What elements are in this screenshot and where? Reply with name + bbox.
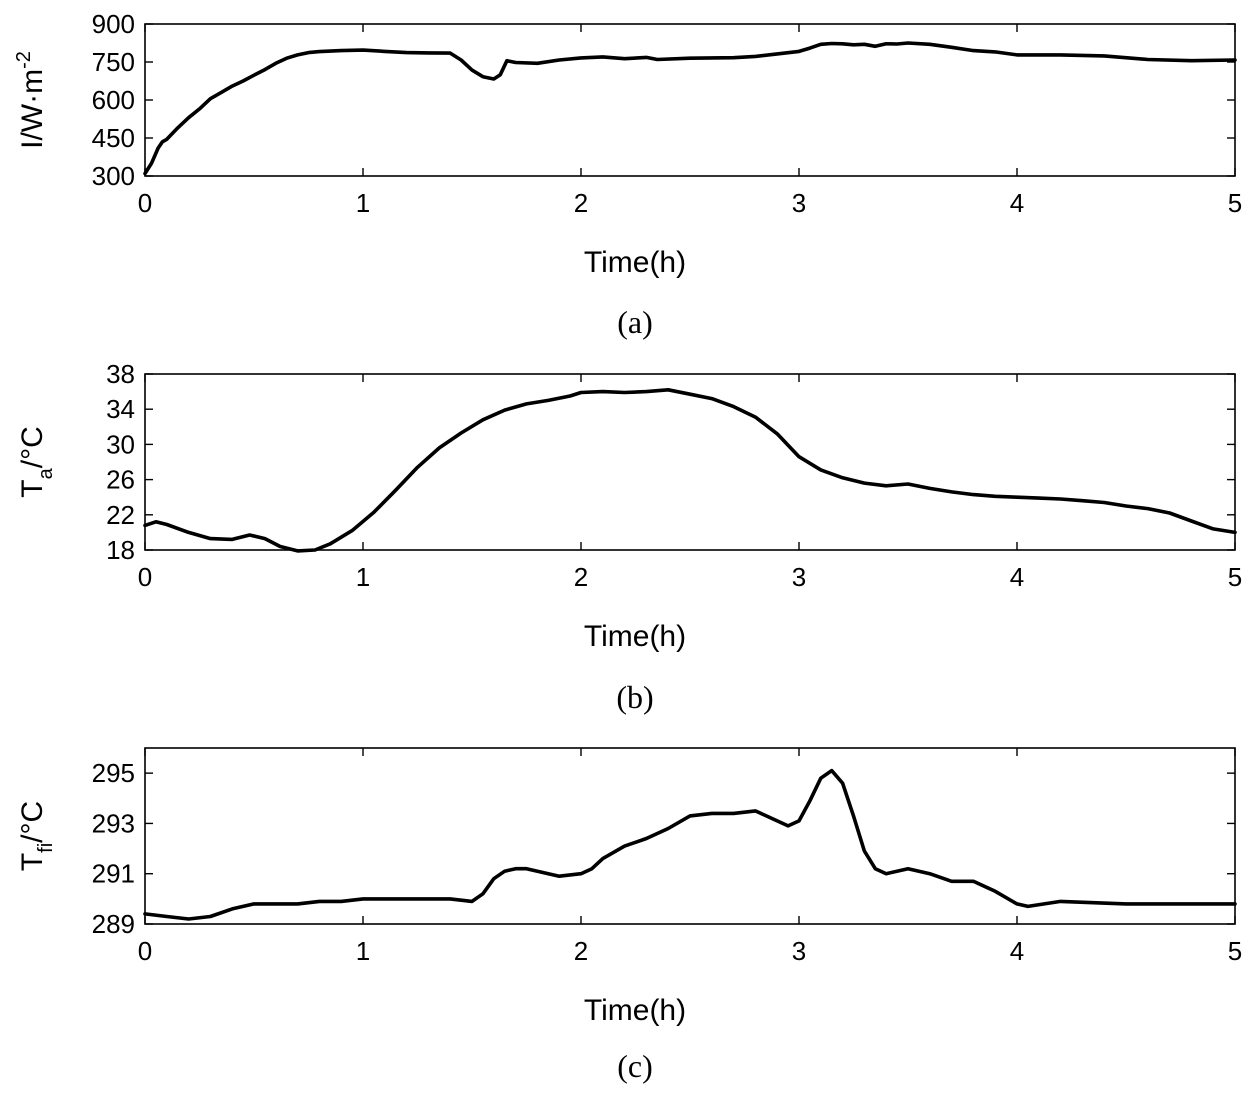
panel-caption: (b): [616, 679, 653, 715]
x-tick-label: 5: [1228, 562, 1242, 592]
y-tick-label: 30: [106, 429, 135, 459]
panel-caption: (a): [617, 304, 653, 340]
x-axis-title: Time(h): [584, 620, 686, 653]
y-axis-title: Tfi/°C: [16, 801, 57, 871]
x-axis-title: Time(h): [584, 994, 686, 1027]
x-tick-label: 5: [1228, 188, 1242, 218]
y-tick-label: 291: [92, 859, 135, 889]
y-tick-label: 295: [92, 758, 135, 788]
x-tick-label: 5: [1228, 936, 1242, 966]
y-tick-label: 900: [92, 9, 135, 39]
x-tick-label: 0: [138, 936, 152, 966]
x-tick-label: 2: [574, 562, 588, 592]
y-tick-label: 750: [92, 47, 135, 77]
y-axis-title: I/W·m-2: [13, 51, 49, 149]
series-line-i: [143, 41, 1237, 176]
chart-panel-a: 0 1 2 3 4 5 300 450 600 750 900 Time(h) I/W·m-2 (a): [13, 9, 1242, 340]
series-line-ta: [143, 388, 1237, 553]
y-tick-label: 22: [106, 500, 135, 530]
plot-frame: [144, 373, 1236, 551]
y-tick-label: 18: [106, 535, 135, 565]
y-tick-label: 34: [106, 394, 135, 424]
panel-caption: (c): [617, 1048, 653, 1084]
x-tick-label: 1: [356, 188, 370, 218]
x-tick-label: 4: [1010, 936, 1024, 966]
x-axis-title: Time(h): [584, 246, 686, 279]
x-tick-label: 4: [1010, 562, 1024, 592]
y-axis-title: Ta/°C: [16, 426, 57, 497]
x-tick-label: 1: [356, 562, 370, 592]
y-tick-label: 293: [92, 808, 135, 838]
x-tick-label: 1: [356, 936, 370, 966]
y-tick-label: 450: [92, 123, 135, 153]
y-tick-label: 38: [106, 359, 135, 389]
x-tick-label: 2: [574, 936, 588, 966]
y-tick-label: 600: [92, 85, 135, 115]
x-tick-label: 2: [574, 188, 588, 218]
y-tick-label: 289: [92, 909, 135, 939]
x-tick-label: 4: [1010, 188, 1024, 218]
chart-panel-c: 0 1 2 3 4 5 289 291 293 295 Time(h) Tfi/°C (c): [16, 747, 1242, 1084]
x-tick-label: 3: [792, 562, 806, 592]
plot-frame: [144, 747, 1236, 925]
x-tick-label: 0: [138, 188, 152, 218]
x-tick-label: 3: [792, 936, 806, 966]
y-tick-label: 26: [106, 465, 135, 495]
x-tick-label: 0: [138, 562, 152, 592]
series-line-tfi: [143, 768, 1237, 921]
plot-frame: [144, 23, 1236, 177]
x-tick-label: 3: [792, 188, 806, 218]
y-tick-label: 300: [92, 161, 135, 191]
